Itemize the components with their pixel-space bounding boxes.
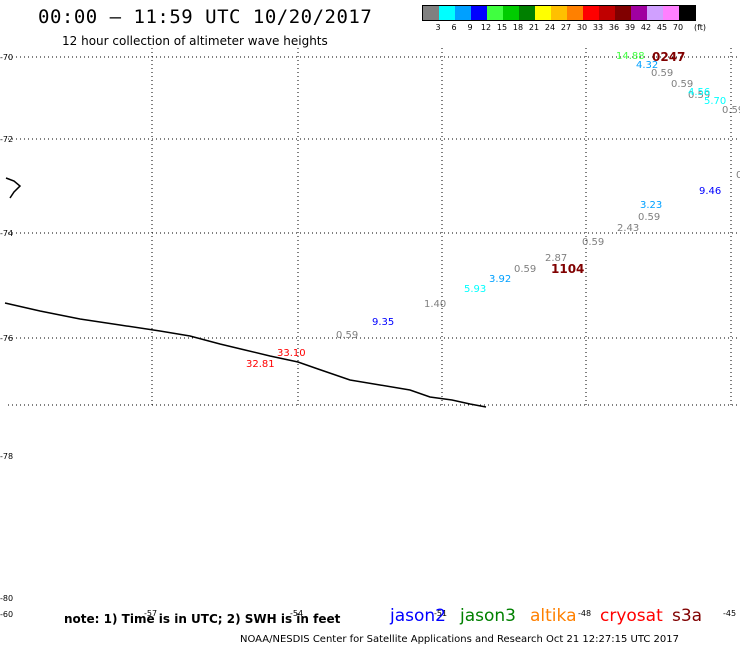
wave-height-value: 0.59 [582,237,604,248]
satellite-legend-item: s3a [672,606,703,626]
wave-height-value: 1.40 [424,299,446,310]
coastline-fragment [5,177,22,199]
color-swatch [647,6,663,20]
color-swatch [455,6,471,20]
color-swatch [503,6,519,20]
color-scale-tick: 30 [576,23,588,32]
lon-label: -51 [434,609,448,618]
color-scale-tick: 45 [656,23,668,32]
wave-height-value: 3.23 [640,200,662,211]
lon-label: -54 [290,609,304,618]
color-swatch [423,6,439,20]
lon-label: -45 [723,609,737,618]
color-swatch [551,6,567,20]
lat-label: -70 [0,53,14,62]
lon-label: -57 [144,609,158,618]
lat-label: -74 [0,229,14,238]
color-scale-tick: 33 [592,23,604,32]
wave-height-value: 0.59 [514,264,536,275]
color-scale: 3 6 9 12 15 18 21 24 27 30 33 36 39 42 45 70 (ft) [422,5,706,33]
wave-height-value: 0.59 [638,212,660,223]
color-swatch [631,6,647,20]
color-swatch [519,6,535,20]
wave-height-value: 0.59 [336,330,358,341]
wave-height-value: 4.32 [636,60,658,71]
wave-height-value: 2.87 [545,253,567,264]
color-swatch [567,6,583,20]
lat-label: -80 [0,594,14,603]
color-swatch [615,6,631,20]
wave-height-value: 2.43 [617,223,639,234]
footer-note: note: 1) Time is in UTC; 2) SWH is in fe… [64,612,341,626]
lat-label: -78 [0,452,14,461]
color-swatch [599,6,615,20]
color-scale-tick: 24 [544,23,556,32]
satellite-legend-item: jason2 [390,606,446,626]
color-scale-tick: 39 [624,23,636,32]
lat-label: -72 [0,135,14,144]
wave-height-value: 0.59 [671,79,693,90]
satellite-legend-item: jason3 [460,606,516,626]
wave-height-value: 0.59 [651,68,673,79]
color-scale-tick: 42 [640,23,652,32]
observation-labels: 14.884.320.590.590.594.565.700.599.463.2… [246,50,740,370]
color-scale-tick: 12 [480,23,492,32]
color-scale-tick: 36 [608,23,620,32]
color-scale-unit: (ft) [693,23,707,32]
wave-height-value: 9.35 [372,317,394,328]
wave-height-value: 0.59 [688,90,710,101]
color-scale-tick: 3 [435,23,441,32]
wave-height-value-partial: 0 [736,170,740,181]
wave-height-value: 5.70 [704,96,726,107]
coastline [4,302,487,408]
wave-height-value: 5.93 [464,284,486,295]
lat-label: -76 [0,334,14,343]
map-subtitle: 12 hour collection of altimeter wave hei… [62,34,328,48]
color-scale-swatches [422,5,696,21]
wave-height-value: 3.92 [489,274,511,285]
wave-height-value: 4.56 [688,87,710,98]
wave-height-value: 14.88 [616,51,645,62]
lon-label: -48 [578,609,592,618]
wave-height-value: 0.59 [722,105,740,116]
map-title: 00:00 – 11:59 UTC 10/20/2017 [38,6,373,28]
color-scale-tick: 15 [496,23,508,32]
satellite-legend-item: altika [530,606,577,626]
color-scale-tick: 6 [451,23,457,32]
wave-height-value: 33.10 [277,348,306,359]
satellite-legend-item: cryosat [600,606,663,626]
color-scale-tick: 18 [512,23,524,32]
color-swatch [535,6,551,20]
color-swatch [583,6,599,20]
credit-line: NOAA/NESDIS Center for Satellite Applica… [240,634,679,645]
color-swatch [679,6,695,20]
pass-time-label: 0247 [652,50,685,64]
color-scale-tick: 70 [672,23,684,32]
color-swatch [471,6,487,20]
color-scale-tick: 9 [467,23,473,32]
color-swatch [439,6,455,20]
wave-height-value: 9.46 [699,186,721,197]
color-scale-tick: 27 [560,23,572,32]
wave-height-value: 32.81 [246,359,275,370]
color-scale-tick: 21 [528,23,540,32]
color-swatch [487,6,503,20]
pass-time-label: 1104 [551,262,584,276]
color-scale-ticks: 3 6 9 12 15 18 21 24 27 30 33 36 39 42 45 70 (ft) [422,21,706,33]
lat-label-bottom-left: -60 [0,610,14,619]
color-swatch [663,6,679,20]
